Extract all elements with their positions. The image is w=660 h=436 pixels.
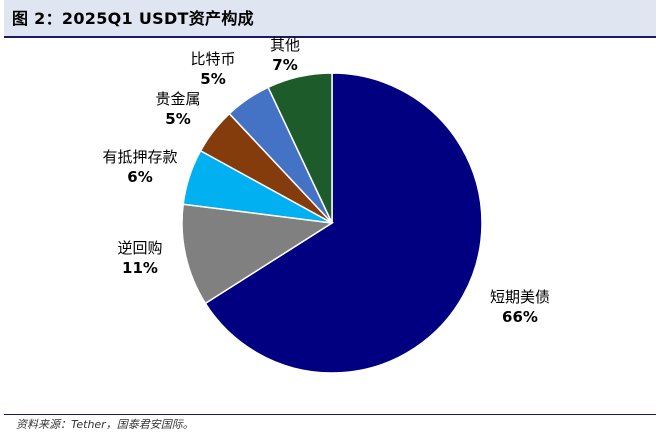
slice-name-label: 逆回购 (117, 239, 162, 257)
title-bar: 图 2：2025Q1 USDT资产构成 (4, 0, 656, 36)
slice-name-label: 比特币 (190, 50, 235, 68)
slice-name-label: 贵金属 (155, 90, 200, 108)
source-note: 资料来源：Tether，国泰君安国际。 (16, 418, 194, 431)
chart-title: 图 2：2025Q1 USDT资产构成 (12, 9, 254, 28)
slice-value-label: 11% (122, 259, 158, 277)
slice-name-label: 其他 (270, 36, 300, 54)
slice-name-label: 有抵押存款 (102, 148, 177, 166)
pie-slice (204, 72, 483, 374)
pie-slice (181, 203, 335, 305)
title-divider (4, 36, 656, 38)
slice-value-label: 66% (502, 308, 538, 326)
slice-value-label: 5% (200, 70, 225, 88)
slice-value-label: 6% (127, 168, 152, 186)
footer-divider (4, 414, 656, 415)
slice-value-label: 7% (272, 56, 297, 74)
slice-name-label: 短期美债 (490, 288, 550, 306)
pie-slice (267, 72, 333, 224)
slice-value-label: 5% (165, 110, 190, 128)
